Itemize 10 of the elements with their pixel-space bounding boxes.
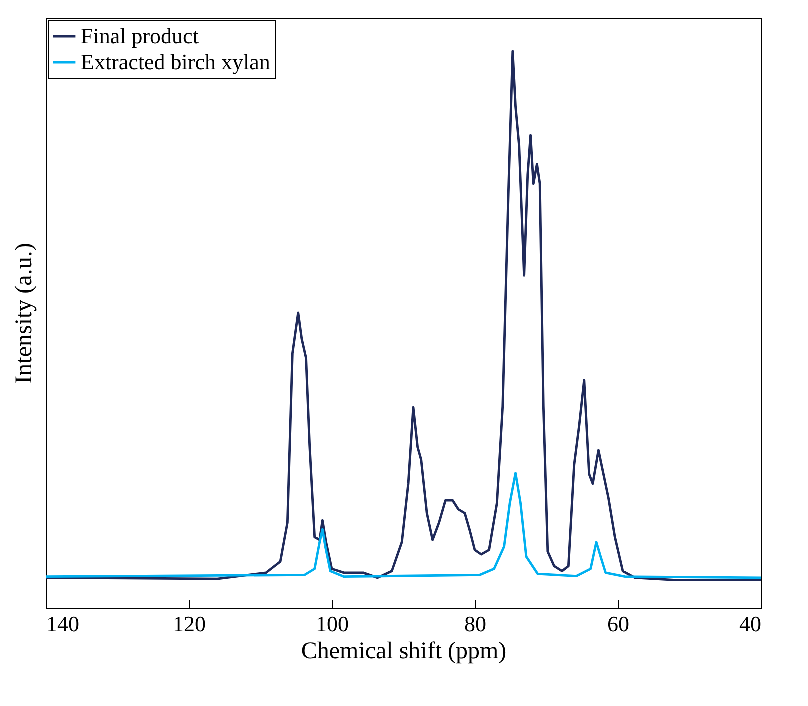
x-axis-title: Chemical shift (ppm) (301, 638, 507, 664)
x-tick-label: 120 (173, 612, 206, 636)
x-tick-label: 140 (46, 612, 80, 636)
y-axis-title: Intensity (a.u.) (12, 243, 38, 384)
x-tick-label: 60 (608, 612, 630, 636)
x-tick-label: 80 (464, 612, 486, 636)
legend-label: Extracted birch xylan (81, 50, 270, 74)
x-tick-label: 40 (740, 612, 762, 636)
x-tick-label: 100 (316, 612, 349, 636)
legend-label: Final product (81, 24, 199, 48)
